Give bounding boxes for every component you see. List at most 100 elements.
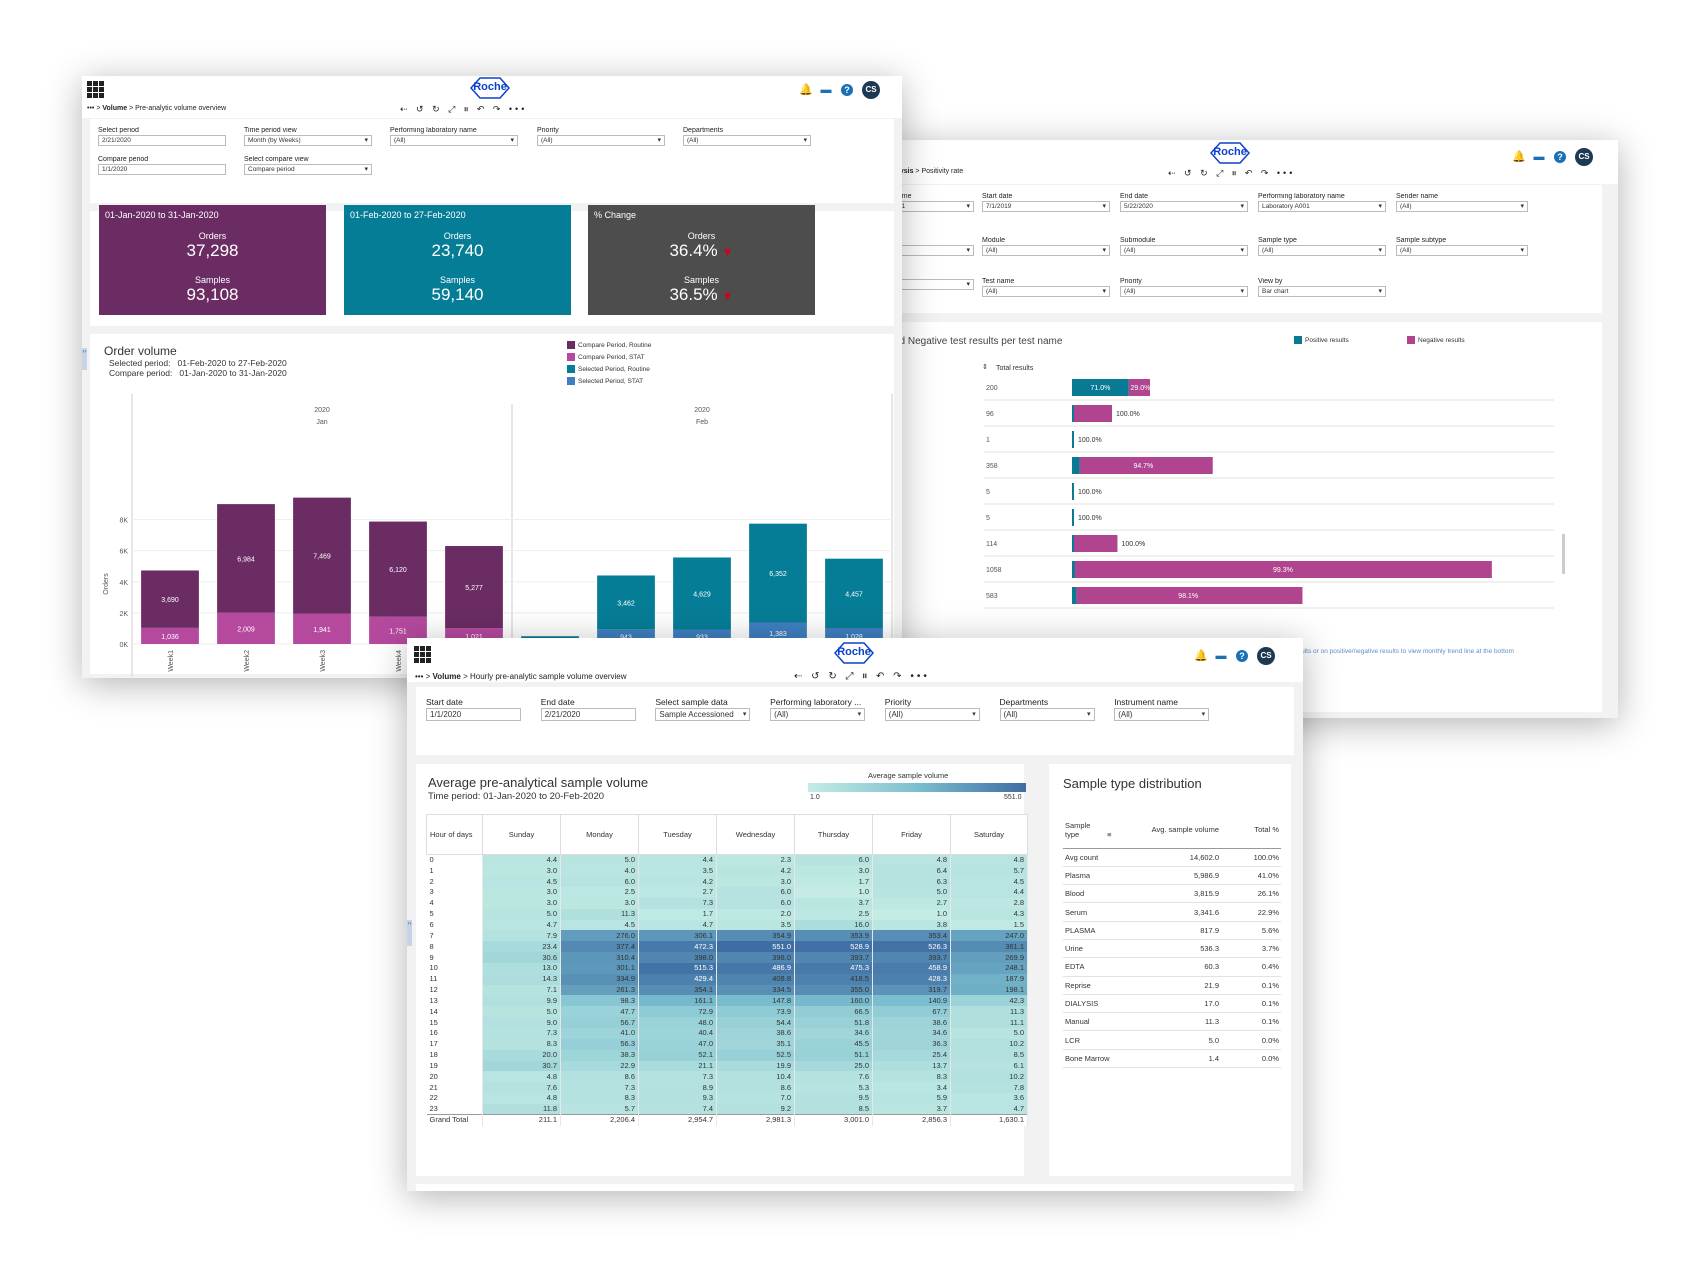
bar-positive[interactable] [1072,587,1077,604]
heatmap-cell[interactable]: 7.3 [638,897,717,909]
heatmap-cell[interactable]: 36.3 [872,1038,951,1050]
bar-compare-routine[interactable] [445,546,503,629]
bar-negative[interactable] [1074,535,1118,552]
select-compare-view-select[interactable]: Compare period [244,164,372,175]
heatmap-cell[interactable]: 4.8 [950,854,1028,866]
heatmap-cell[interactable]: 418.5 [794,973,873,985]
heatmap-cell[interactable]: 2.3 [716,854,795,866]
avatar[interactable]: CS [1257,647,1275,665]
bar-compare-stat[interactable] [217,612,275,644]
legend-positive[interactable]: Positive results [1294,334,1349,346]
heatmap-cell[interactable]: 5.0 [560,854,639,866]
chat-icon[interactable]: ▬ [1215,650,1227,662]
filter-select[interactable] [894,279,974,290]
heatmap-cell[interactable]: 2.5 [794,908,873,920]
bar-negative[interactable] [1074,561,1492,578]
heatmap-cell[interactable]: 56.7 [560,1017,639,1028]
sample-type-row[interactable]: Blood 3,815.9 26.1% [1063,884,1281,904]
heatmap-cell[interactable]: 354.1 [638,984,717,996]
filter-select[interactable]: (All) [1120,286,1248,297]
heatmap-cell[interactable]: 428.3 [872,973,951,985]
filter-select[interactable]: Sample Accessioned [655,708,751,721]
heatmap-cell[interactable]: 334.9 [560,973,639,985]
heatmap-cell[interactable]: 261.3 [560,984,639,996]
bar-selected-routine[interactable] [825,558,883,629]
bell-icon[interactable]: 🔔 [1194,650,1208,662]
heatmap-cell[interactable]: 355.0 [794,984,873,996]
heatmap-cell[interactable]: 5.3 [794,1082,873,1094]
heatmap-cell[interactable]: 30.6 [482,952,561,963]
heatmap-cell[interactable]: 4.2 [638,876,717,888]
heatmap-cell[interactable]: 140.9 [872,995,951,1007]
heatmap-cell[interactable]: 98.3 [560,995,639,1007]
filter-select[interactable]: (All) [770,708,866,721]
heatmap-cell[interactable]: 56.3 [560,1038,639,1050]
heatmap-cell[interactable]: 16.0 [794,919,873,931]
heatmap-cell[interactable]: 10.4 [716,1071,795,1083]
sample-type-row[interactable]: Plasma 5,986.9 41.0% [1063,866,1281,886]
bar-positive[interactable] [1072,405,1074,422]
heatmap-cell[interactable]: 5.0 [872,887,951,898]
heatmap-cell[interactable]: 45.5 [794,1038,873,1050]
heatmap-cell[interactable]: 4.4 [482,854,561,866]
heatmap-cell[interactable]: 11.3 [560,908,639,920]
heatmap-cell[interactable]: 334.5 [716,984,795,996]
chat-icon[interactable]: ▬ [820,84,832,96]
heatmap-cell[interactable]: 3.0 [560,897,639,909]
heatmap-cell[interactable]: 1.0 [794,887,873,898]
filter-input[interactable]: 1/1/2020 [426,708,521,721]
heatmap-cell[interactable]: 3.0 [716,876,795,888]
side-collapse-tab[interactable]: ‹› [407,920,412,946]
heatmap-cell[interactable]: 5.7 [560,1103,639,1115]
bar-positive[interactable] [1072,379,1129,396]
heatmap-cell[interactable]: 398.0 [638,952,717,963]
viz-toolbar[interactable]: ⇠ ↺ ↻ ⤢ ⏸ ↶ ↷ ••• [400,104,528,114]
sample-type-row[interactable]: PLASMA 817.9 5.6% [1063,921,1281,940]
heatmap-cell[interactable]: 38.6 [872,1017,951,1028]
heatmap-cell[interactable]: 3.7 [872,1103,951,1115]
heatmap-cell[interactable]: 306.1 [638,930,717,942]
heatmap-cell[interactable]: 147.8 [716,995,795,1007]
sample-type-row[interactable]: EDTA 60.3 0.4% [1063,957,1281,977]
heatmap-cell[interactable]: 528.9 [794,941,873,953]
apps-grid-icon[interactable] [414,646,431,663]
bar-negative[interactable] [1128,379,1150,396]
heatmap-cell[interactable]: 14.3 [482,973,561,985]
heatmap-cell[interactable]: 8.3 [560,1093,639,1104]
filter-select[interactable]: (All) [1120,245,1248,256]
heatmap-cell[interactable]: 9.3 [638,1093,717,1104]
breadcrumb-dots[interactable]: ••• [87,105,95,112]
heatmap-cell[interactable]: 472.3 [638,941,717,953]
heatmap-cell[interactable]: 1.7 [638,908,717,920]
breadcrumb-section[interactable]: Volume [432,672,461,681]
heatmap-cell[interactable]: 486.9 [716,962,795,974]
filter-select[interactable]: Bar chart [1258,286,1386,297]
sample-type-row[interactable]: DIALYSIS 17.0 0.1% [1063,994,1281,1014]
heatmap-cell[interactable]: 7.8 [950,1082,1028,1094]
filter-select[interactable]: (All) [982,286,1110,297]
filter-select[interactable]: 01 [894,201,974,212]
heatmap-cell[interactable]: 269.9 [950,952,1028,963]
heatmap-cell[interactable]: 19.9 [716,1060,795,1072]
heatmap-cell[interactable]: 6.0 [716,887,795,898]
bar-positive[interactable] [1072,457,1080,474]
heatmap-cell[interactable]: 52.5 [716,1049,795,1061]
time-period-view-select[interactable]: Month (by Weeks) [244,135,372,146]
heatmap-cell[interactable]: 66.5 [794,1006,873,1018]
breadcrumb-section[interactable]: Volume [102,105,128,112]
filter-select[interactable]: 5/22/2020 [1120,201,1248,212]
heatmap-cell[interactable]: 408.8 [716,973,795,985]
heatmap-cell[interactable]: 3.5 [716,919,795,931]
priority-select[interactable]: (All) [537,135,665,146]
heatmap-cell[interactable]: 2.7 [638,887,717,898]
heatmap-cell[interactable]: 67.7 [872,1006,951,1018]
bar-negative[interactable] [1074,405,1112,422]
heatmap-cell[interactable]: 5.0 [482,1006,561,1018]
sample-type-row[interactable]: Urine 536.3 3.7% [1063,939,1281,959]
bar-compare-routine[interactable] [217,504,275,613]
heatmap-cell[interactable]: 515.3 [638,962,717,974]
sample-type-col-header[interactable]: Sample type ≡ [1063,812,1143,849]
legend-item[interactable]: Compare Period, STAT [567,351,651,363]
heatmap-cell[interactable]: 3.0 [482,865,561,877]
total-pct-col-header[interactable]: Total % [1221,812,1281,849]
